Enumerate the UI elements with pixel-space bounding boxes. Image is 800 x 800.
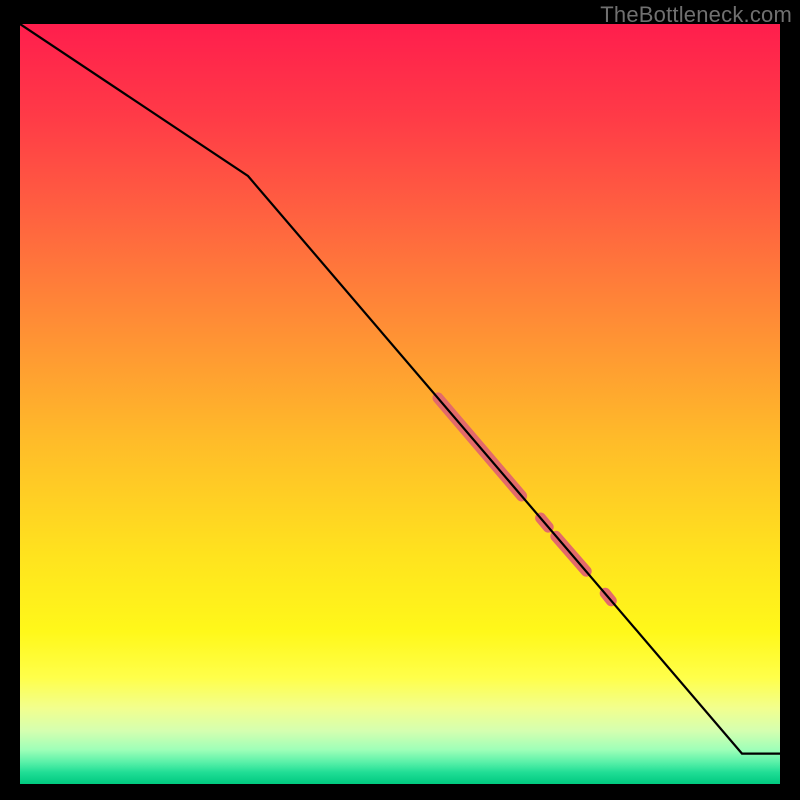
chart-svg	[20, 24, 780, 784]
gradient-background	[20, 24, 780, 784]
plot-area	[20, 24, 780, 784]
chart-frame: TheBottleneck.com	[0, 0, 800, 800]
